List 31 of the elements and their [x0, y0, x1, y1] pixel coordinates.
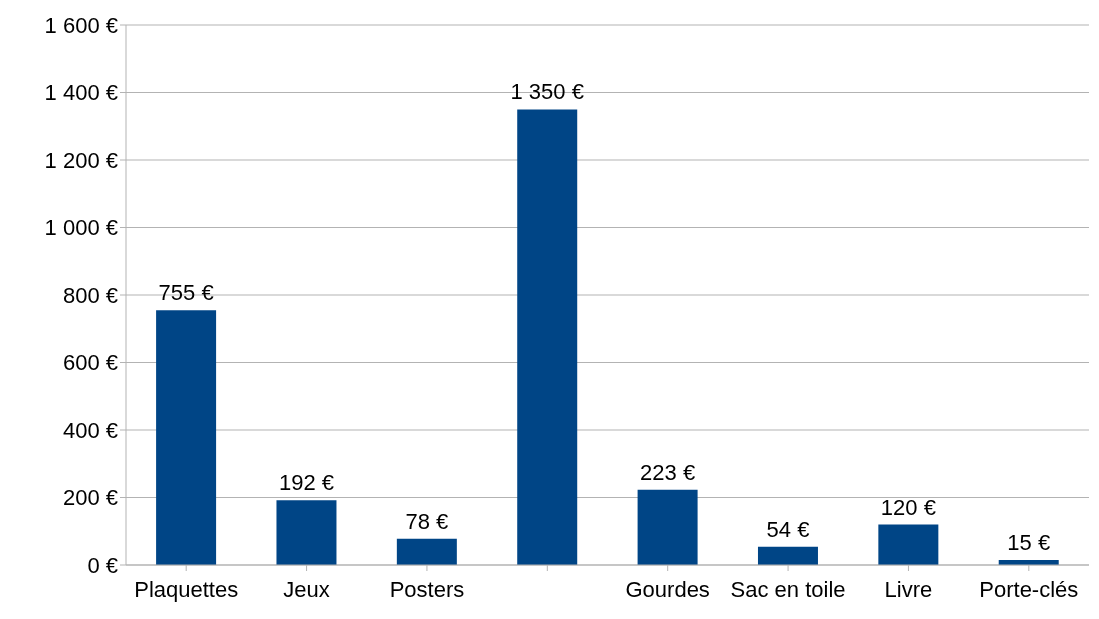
data-label: 54 €	[766, 516, 810, 542]
data-label: 1 350 €	[510, 79, 584, 105]
bar	[517, 109, 578, 565]
x-tick-label: Porte-clés	[979, 576, 1079, 602]
bar	[878, 524, 939, 565]
y-tick-label: 0 €	[87, 552, 118, 578]
data-label: 15 €	[1007, 529, 1051, 555]
bar	[276, 500, 337, 565]
bar	[757, 546, 818, 565]
y-tick-label: 400 €	[62, 417, 118, 443]
x-tick-label: Gourdes	[625, 576, 710, 602]
y-tick-label: 200 €	[62, 485, 118, 511]
data-label: 78 €	[405, 508, 449, 534]
data-label: 223 €	[640, 459, 696, 485]
x-tick-label: Plaquettes	[134, 576, 239, 602]
y-tick-label: 1 400 €	[44, 80, 118, 106]
y-tick-label: 1 000 €	[44, 215, 118, 241]
data-label: 120 €	[880, 494, 936, 520]
y-tick-label: 1 200 €	[44, 147, 118, 173]
x-tick-label: Livre	[884, 576, 933, 602]
bar	[156, 310, 217, 565]
y-tick-label: 800 €	[62, 282, 118, 308]
x-tick-label: Posters	[389, 576, 465, 602]
data-label: 192 €	[278, 470, 334, 496]
y-tick-label: 1 600 €	[44, 12, 118, 38]
bar	[396, 538, 457, 565]
y-tick-label: 600 €	[62, 350, 118, 376]
data-label: 755 €	[158, 280, 214, 306]
x-tick-label: Sac en toile	[730, 576, 846, 602]
bar	[637, 489, 698, 565]
x-tick-label: Jeux	[283, 576, 330, 602]
